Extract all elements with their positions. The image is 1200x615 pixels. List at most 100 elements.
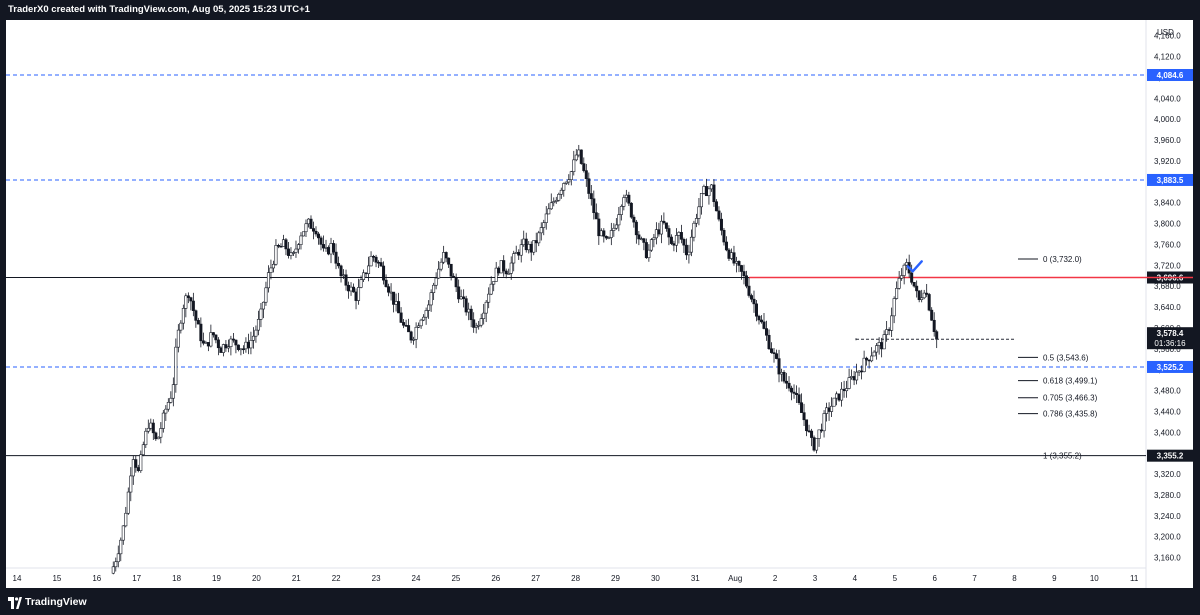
candle-down <box>337 262 341 267</box>
candle-up <box>847 377 851 389</box>
candle-up <box>862 357 866 373</box>
candle-up <box>249 340 253 349</box>
candle-up <box>432 284 436 293</box>
candle-up <box>294 248 298 253</box>
candle-up <box>492 281 496 285</box>
candle-down <box>189 297 193 302</box>
candle-up <box>689 236 693 253</box>
candle-down <box>915 285 919 292</box>
candle-down <box>469 308 473 321</box>
candle-down <box>246 341 250 349</box>
candle-up <box>141 444 145 456</box>
candle-down <box>311 228 315 232</box>
fib-level-label: 0.5 (3,543.6) <box>1043 353 1089 362</box>
candle-down <box>642 238 646 243</box>
candle-down <box>865 357 869 361</box>
candle-up <box>422 316 426 321</box>
x-tick-label: 25 <box>451 574 460 583</box>
x-tick-label: 15 <box>52 574 61 583</box>
candle-up <box>174 346 178 385</box>
candle-up <box>126 491 130 514</box>
candlestick-chart[interactable]: USD 3,160.0 3,200.0 3,240.0 3,280.0 3,320.0 3,… <box>6 20 1193 588</box>
y-tick-label: 3,920.0 <box>1154 157 1181 166</box>
candle-up <box>734 261 738 264</box>
y-tick-label: 4,040.0 <box>1154 94 1181 103</box>
candle-up <box>306 218 310 225</box>
candle-up <box>825 407 829 414</box>
x-tick-label: 21 <box>292 574 301 583</box>
candle-down <box>927 294 931 311</box>
candle-up <box>139 454 143 471</box>
chart-header: TraderX0 created with TradingView.com, A… <box>0 0 1200 20</box>
candle-up <box>359 279 363 288</box>
candle-down <box>589 193 593 200</box>
checkmark-icon <box>906 260 923 273</box>
candle-up <box>281 239 285 247</box>
candle-down <box>224 344 228 349</box>
candle-down <box>279 245 283 248</box>
candle-down <box>749 295 753 300</box>
candle-up <box>509 262 513 274</box>
last-price-tag: 3,578.401:36:16 <box>1147 327 1193 350</box>
chart-panel[interactable]: USD 3,160.0 3,200.0 3,240.0 3,280.0 3,320.0 3,… <box>6 20 1193 588</box>
candle-up <box>254 329 258 337</box>
candle-up <box>905 262 909 266</box>
candle-down <box>236 344 240 350</box>
y-tick-label: 3,760.0 <box>1154 240 1181 249</box>
candle-down <box>211 332 215 336</box>
x-tick-label: 30 <box>651 574 660 583</box>
candle-up <box>832 397 836 407</box>
candle-down <box>805 419 809 432</box>
y-tick-label: 4,120.0 <box>1154 53 1181 62</box>
candle-up <box>699 193 703 208</box>
x-tick-label: 17 <box>132 574 141 583</box>
candle-up <box>647 249 651 259</box>
candle-down <box>444 252 448 259</box>
candle-up <box>329 243 333 255</box>
level-price-tag <box>1147 449 1193 462</box>
candle-up <box>822 413 826 432</box>
candle-up <box>512 253 516 264</box>
x-tick-label: 8 <box>1012 574 1017 583</box>
candle-down <box>632 216 636 223</box>
candle-down <box>762 321 766 329</box>
candle-up <box>427 304 431 311</box>
last-price-countdown: 01:36:16 <box>1154 339 1186 348</box>
candle-up <box>299 235 303 245</box>
candle-up <box>599 230 603 237</box>
candle-down <box>759 319 763 323</box>
candle-up <box>442 252 446 263</box>
candle-down <box>912 282 916 287</box>
candle-up <box>131 459 135 477</box>
candle-down <box>397 301 401 314</box>
candle-down <box>399 312 403 323</box>
candle-down <box>717 210 721 220</box>
candle-up <box>166 402 170 410</box>
candle-down <box>634 221 638 236</box>
candle-down <box>792 391 796 394</box>
candle-up <box>514 252 518 254</box>
candle-down <box>196 320 200 325</box>
candle-up <box>572 159 576 172</box>
x-tick-label: 16 <box>92 574 101 583</box>
candle-up <box>239 348 243 351</box>
candle-up <box>612 227 616 231</box>
candle-down <box>684 244 688 256</box>
candle-down <box>925 292 929 295</box>
candle-down <box>880 342 884 350</box>
candle-down <box>797 394 801 403</box>
candle-up <box>902 264 906 276</box>
candle-down <box>354 291 358 301</box>
x-tick-label: 26 <box>491 574 500 583</box>
candle-down <box>214 334 218 341</box>
candle-down <box>384 279 388 287</box>
candle-down <box>284 239 288 250</box>
x-tick-label: 7 <box>972 574 977 583</box>
candle-up <box>259 308 263 320</box>
y-tick-label: 4,160.0 <box>1154 32 1181 41</box>
candle-down <box>800 402 804 413</box>
candle-up <box>357 287 361 301</box>
candle-up <box>434 277 438 286</box>
candle-up <box>567 179 571 183</box>
candle-down <box>935 331 939 340</box>
